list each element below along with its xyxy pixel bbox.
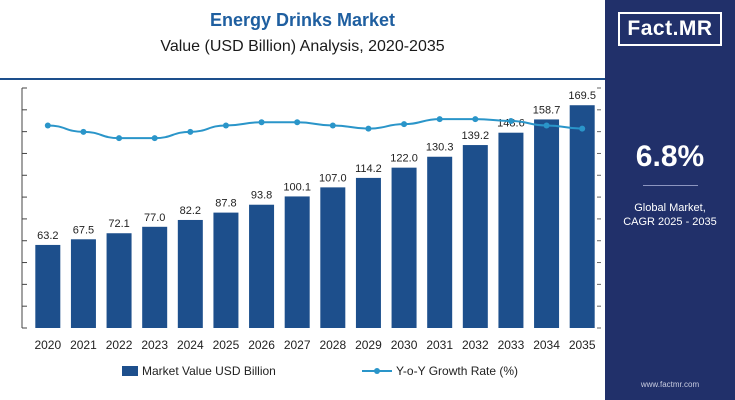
bar-2030 [391,167,417,328]
x-tick-2028: 2028 [319,338,346,352]
x-tick-2034: 2034 [533,338,560,352]
bar-2023 [142,226,168,328]
y-axis [21,87,601,329]
bar-2032 [462,145,488,328]
x-tick-2032: 2032 [462,338,489,352]
bar-label-2030: 122.0 [390,153,418,165]
growth-point-2028 [329,122,336,129]
chart-subtitle: Value (USD Billion) Analysis, 2020-2035 [160,38,445,55]
growth-point-2020 [44,122,51,129]
x-axis-tick-labels: 2020 2021 2022 2023 2024 2025 2026 2027 2028 2029… [34,338,595,352]
cagr-label-line1: Global Market, [634,202,706,214]
growth-point-2026 [258,119,265,126]
x-tick-2024: 2024 [177,338,204,352]
chart-title: Energy Drinks Market [209,10,396,30]
x-tick-2023: 2023 [141,338,168,352]
header-divider [0,78,605,80]
legend-label: Market Value USD Billion [142,364,276,378]
bar-2022 [106,233,132,328]
growth-point-2031 [436,116,443,123]
bar-label-2021: 67.5 [73,224,94,236]
x-tick-2029: 2029 [355,338,382,352]
bar-label-2022: 72.1 [108,218,129,230]
bar-2034 [534,119,560,329]
bar-label-2035: 169.5 [568,90,596,102]
legend-bar-swatch-icon [122,366,138,376]
website-url: www.factmr.com [640,380,700,389]
bar-2020 [35,244,61,328]
bar-label-2032: 139.2 [462,130,490,142]
x-tick-2021: 2021 [70,338,97,352]
growth-line [47,118,583,140]
x-tick-2020: 2020 [34,338,61,352]
brand-side-panel [605,0,735,400]
bar-2035 [569,105,595,328]
growth-point-2022 [116,135,123,142]
bar-label-2034: 158.7 [533,104,561,116]
growth-point-2030 [401,121,408,128]
cagr-divider [643,185,698,186]
bar-label-2020: 63.2 [37,230,58,242]
bar-label-2028: 107.0 [319,172,347,184]
growth-point-2023 [151,135,158,142]
bar-2033 [498,132,524,328]
bar-2024 [177,219,203,328]
growth-point-2034 [543,122,550,129]
bar-2031 [427,156,453,328]
bar-2026 [249,204,275,328]
bar-label-2024: 82.2 [180,205,201,217]
x-tick-2030: 2030 [391,338,418,352]
bar-label-2031: 130.3 [426,142,454,154]
bar-label-2029: 114.2 [355,163,382,175]
x-tick-2026: 2026 [248,338,275,352]
legend-label: Y-o-Y Growth Rate (%) [396,364,519,378]
bar-label-2023: 77.0 [144,212,165,224]
bar-2027 [284,196,310,328]
x-tick-2033: 2033 [498,338,525,352]
legend-item-growth-rate: Y-o-Y Growth Rate (%) [362,364,518,378]
bar-label-2025: 87.8 [215,198,236,210]
bar-2029 [355,177,381,328]
growth-line-series [44,116,586,142]
legend-line-swatch-icon [362,368,392,374]
bar-label-2026: 93.8 [251,190,272,202]
x-tick-2025: 2025 [213,338,240,352]
logo-text: Fact.MR [627,17,713,40]
growth-point-2024 [187,128,194,135]
growth-point-2035 [579,125,586,132]
bar-2025 [213,212,239,328]
growth-point-2029 [365,125,372,132]
factmr-logo: Fact.MR [618,12,722,46]
cagr-label-line2: CAGR 2025 - 2035 [623,216,717,228]
legend-item-market-value: Market Value USD Billion [122,364,276,378]
growth-point-2033 [507,118,514,124]
cagr-value: 6.8% [635,140,705,173]
x-tick-2027: 2027 [284,338,311,352]
growth-point-2021 [80,128,87,135]
bar-label-2027: 100.1 [283,181,311,193]
growth-point-2027 [294,119,301,126]
x-tick-2031: 2031 [426,338,453,352]
x-tick-2022: 2022 [106,338,133,352]
bar-series [35,105,595,329]
bar-data-labels: 63.2 67.5 72.1 77.0 82.2 87.8 93.8 100.1 107.0 11… [37,90,596,242]
chart-legend: Market Value USD Billion Y-o-Y Growth Ra… [0,364,605,384]
growth-point-2032 [472,116,479,123]
x-tick-2035: 2035 [569,338,596,352]
bar-line-chart: 63.2 67.5 72.1 77.0 82.2 87.8 93.8 100.1 107.0 11… [21,87,601,352]
bar-2021 [70,239,96,328]
bar-2028 [320,187,346,328]
growth-point-2025 [222,122,229,129]
